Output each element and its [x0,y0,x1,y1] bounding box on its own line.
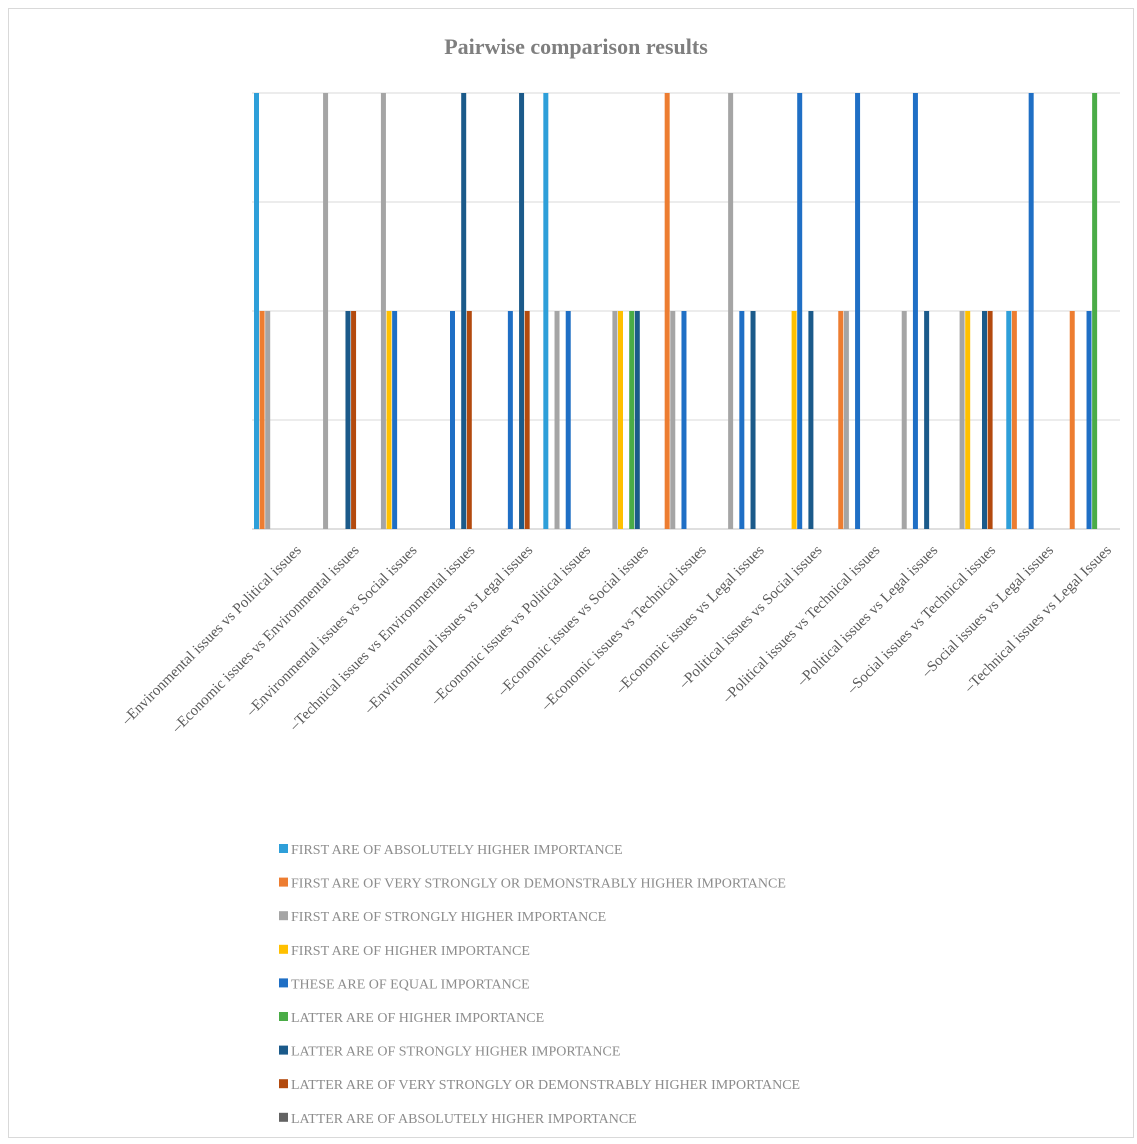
bar [912,93,918,529]
bar [519,93,525,529]
legend-swatch [279,1045,288,1055]
bar [386,311,392,529]
bar [901,311,907,529]
bar [259,311,265,529]
bar [664,93,670,529]
legend-entry: FIRST ARE OF ABSOLUTELY HIGHER IMPORTANC… [291,843,623,858]
legend-swatch [279,1112,288,1122]
bar [808,311,814,529]
bar [739,311,745,529]
legend-entry: FIRST ARE OF VERY STRONGLY OR DEMONSTRAB… [291,877,786,892]
bar [670,311,676,529]
bar [524,311,530,529]
legend-entry: LATTER ARE OF VERY STRONGLY OR DEMONSTRA… [291,1078,800,1093]
bar [1011,311,1017,529]
bar [987,311,993,529]
legend-entry: LATTER ARE OF HIGHER IMPORTANCE [291,1011,544,1026]
legend-entry: THESE ARE OF EQUAL IMPORTANCE [291,977,530,992]
bar [1006,311,1012,529]
bar [924,311,930,529]
bar [728,93,734,529]
legend-swatch [279,911,288,921]
bar [681,311,687,529]
bar [797,93,803,529]
bar [750,311,756,529]
legend-swatch [279,944,288,954]
bar [965,311,971,529]
bar [507,311,513,529]
legend-swatch [279,1079,288,1089]
bar [1092,93,1098,529]
bar [1069,311,1075,529]
pairwise-chart: Pairwise comparison results –Environment… [118,34,1120,1127]
bar [1086,311,1092,529]
bar [855,93,861,529]
bar [565,311,571,529]
legend-entry: LATTER ARE OF STRONGLY HIGHER IMPORTANCE [291,1045,620,1060]
bar [554,311,560,529]
chart-title: Pairwise comparison results [444,34,708,59]
legend-entry: FIRST ARE OF HIGHER IMPORTANCE [291,944,530,959]
bar [461,93,467,529]
bar [1028,93,1034,529]
legend-swatch [279,978,288,988]
bar [351,311,357,529]
legend-entry: FIRST ARE OF STRONGLY HIGHER IMPORTANCE [291,910,606,925]
bar [254,93,259,529]
bar [345,311,351,529]
bar [323,93,329,529]
bar [466,311,472,529]
bar [450,311,455,529]
bar [843,311,849,529]
bar [959,311,965,529]
bar [634,311,640,529]
bar [380,93,386,529]
bar [618,311,623,529]
bar [612,311,618,529]
legend-entry: LATTER ARE OF ABSOLUTELY HIGHER IMPORTAN… [291,1112,637,1127]
x-tick-labels: –Environmental issues vs Political issue… [118,542,1115,736]
bar [838,311,844,529]
legend-swatch [279,877,288,887]
chart-frame: Pairwise comparison results –Environment… [8,8,1134,1138]
bar [543,93,549,529]
legend: FIRST ARE OF ABSOLUTELY HIGHER IMPORTANC… [279,843,800,1127]
bar [265,311,271,529]
bar [392,311,398,529]
legend-swatch [279,1012,288,1021]
bar [791,311,797,529]
bars [254,93,1098,529]
legend-swatch [279,844,288,853]
bar [982,311,987,529]
bar [629,311,635,529]
